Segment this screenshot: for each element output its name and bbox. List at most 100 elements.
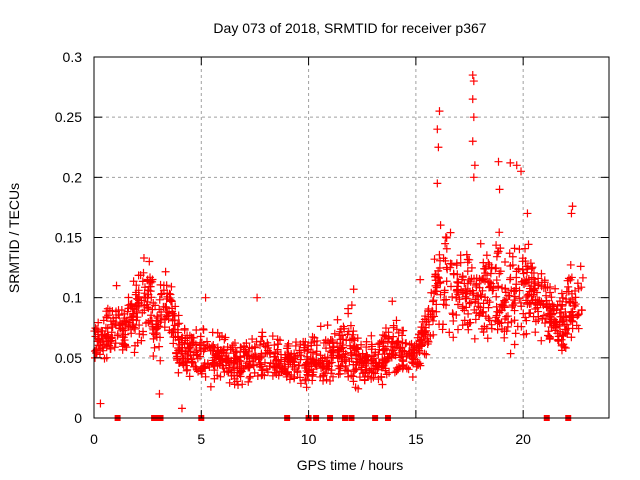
data-point: [449, 310, 458, 319]
data-point: [561, 325, 570, 334]
data-point: [328, 336, 337, 345]
data-point: [165, 326, 174, 335]
data-point: [284, 348, 293, 357]
data-point: [323, 321, 332, 330]
data-point: [127, 313, 136, 322]
data-point: [185, 372, 194, 381]
data-point: [371, 348, 380, 357]
data-point: [333, 354, 342, 363]
data-point: [349, 334, 358, 343]
data-point: [430, 255, 439, 264]
data-point: [478, 274, 487, 283]
data-point: [552, 318, 561, 327]
data-point: [335, 364, 344, 373]
data-point: [219, 345, 228, 354]
data-point: [441, 239, 450, 248]
data-point: [454, 325, 462, 334]
data-point: [563, 330, 572, 339]
data-point: [408, 372, 417, 381]
data-point: [510, 306, 519, 315]
data-point: [258, 328, 267, 337]
data-point: [492, 292, 501, 301]
data-point: [429, 296, 438, 305]
data-point: [452, 261, 461, 270]
data-point: [494, 283, 503, 292]
data-point: [230, 374, 239, 383]
data-point: [447, 282, 456, 291]
data-point: [290, 358, 299, 367]
data-point: [222, 367, 231, 376]
data-point: [433, 125, 442, 134]
data-point: [282, 370, 291, 379]
data-point: [246, 372, 255, 381]
data-point: [491, 264, 500, 273]
data-point: [534, 281, 543, 290]
data-point: [124, 293, 133, 302]
data-point: [468, 137, 477, 146]
data-point: [305, 359, 313, 368]
data-point: [423, 339, 432, 348]
data-point: [327, 369, 336, 378]
data-point: [556, 305, 565, 314]
data-point: [566, 275, 575, 284]
y-tick-label: 0.2: [63, 169, 83, 185]
data-point: [368, 352, 377, 361]
data-point: [569, 301, 578, 310]
data-point: [293, 368, 302, 377]
data-point: [388, 297, 397, 306]
data-point: [232, 348, 241, 357]
data-point: [325, 359, 334, 368]
data-point: [147, 293, 156, 302]
data-point: [553, 301, 562, 310]
data-point: [467, 263, 476, 272]
data-point: [389, 346, 398, 355]
data-point: [458, 304, 467, 313]
data-point: [525, 300, 534, 309]
y-tick-label: 0: [74, 410, 82, 426]
data-point: [574, 310, 583, 319]
data-point: [551, 284, 560, 293]
data-point: [345, 336, 354, 345]
data-point: [416, 275, 425, 284]
data-point: [212, 352, 221, 361]
data-point: [389, 323, 398, 332]
data-point: [508, 252, 517, 261]
data-point: [328, 337, 337, 346]
data-point: [381, 364, 390, 373]
data-point: [257, 350, 266, 359]
data-point: [527, 292, 536, 301]
data-point: [476, 276, 485, 285]
data-point: [241, 361, 250, 370]
y-axis-label: SRMTID / TECUs: [6, 183, 22, 293]
data-point: [308, 355, 317, 364]
data-point: [554, 335, 563, 344]
data-point: [525, 309, 534, 318]
data-point: [171, 302, 180, 311]
data-point: [415, 348, 424, 357]
y-tick-label: 0.15: [55, 230, 82, 246]
data-point: [94, 341, 103, 350]
data-point: [378, 380, 387, 389]
data-point: [446, 228, 455, 237]
data-point: [236, 372, 245, 381]
data-point: [256, 340, 265, 349]
data-point: [452, 293, 461, 302]
data-point: [341, 361, 350, 370]
data-point: [132, 288, 141, 297]
data-point: [256, 363, 265, 372]
data-point: [311, 361, 320, 370]
data-point: [435, 107, 444, 116]
data-point: [511, 329, 520, 338]
data-point: [557, 289, 566, 298]
data-point: [206, 382, 215, 391]
data-point: [303, 370, 312, 379]
data-point: [546, 312, 555, 321]
data-point: [182, 366, 191, 375]
data-point: [121, 330, 130, 339]
data-point: [544, 327, 553, 336]
data-point: [510, 340, 519, 349]
data-point: [342, 366, 351, 375]
data-point: [568, 202, 577, 211]
data-point: [96, 399, 105, 408]
data-point: [335, 331, 344, 340]
